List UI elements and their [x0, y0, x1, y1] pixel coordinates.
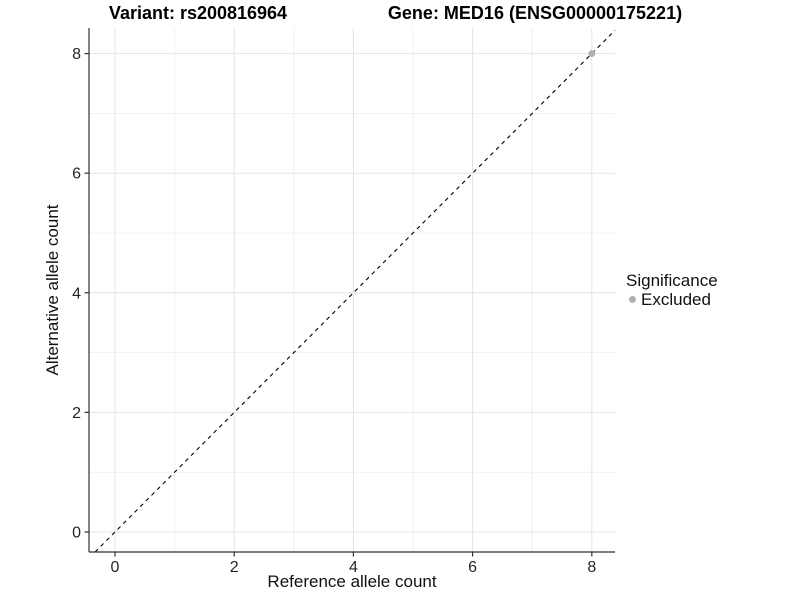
x-tick-label: 8	[587, 559, 596, 576]
x-tick-label: 0	[111, 559, 120, 576]
y-axis-title: Alternative allele count	[43, 204, 62, 376]
y-tick-label: 6	[72, 166, 81, 183]
legend-title: Significance	[626, 271, 718, 290]
legend: Significance Excluded	[626, 271, 718, 309]
identity-dashed-line	[94, 29, 616, 553]
legend-entry-excluded: Excluded	[626, 290, 718, 309]
plot-title-variant: Variant: rs200816964	[108, 3, 288, 23]
y-tick-label: 8	[72, 46, 81, 63]
data-point	[588, 50, 596, 57]
y-tick-label: 0	[72, 525, 81, 542]
excluded-point-icon	[629, 296, 636, 303]
plot-title-gene: Gene: MED16 (ENSG00000175221)	[387, 3, 683, 23]
x-tick-label: 4	[349, 559, 358, 576]
x-axis-title: Reference allele count	[267, 572, 437, 591]
y-tick-label: 2	[72, 405, 81, 422]
x-tick-label: 2	[230, 559, 239, 576]
y-tick-label: 4	[72, 285, 81, 302]
x-tick-label: 6	[468, 559, 477, 576]
legend-entry-label: Excluded	[641, 290, 711, 309]
